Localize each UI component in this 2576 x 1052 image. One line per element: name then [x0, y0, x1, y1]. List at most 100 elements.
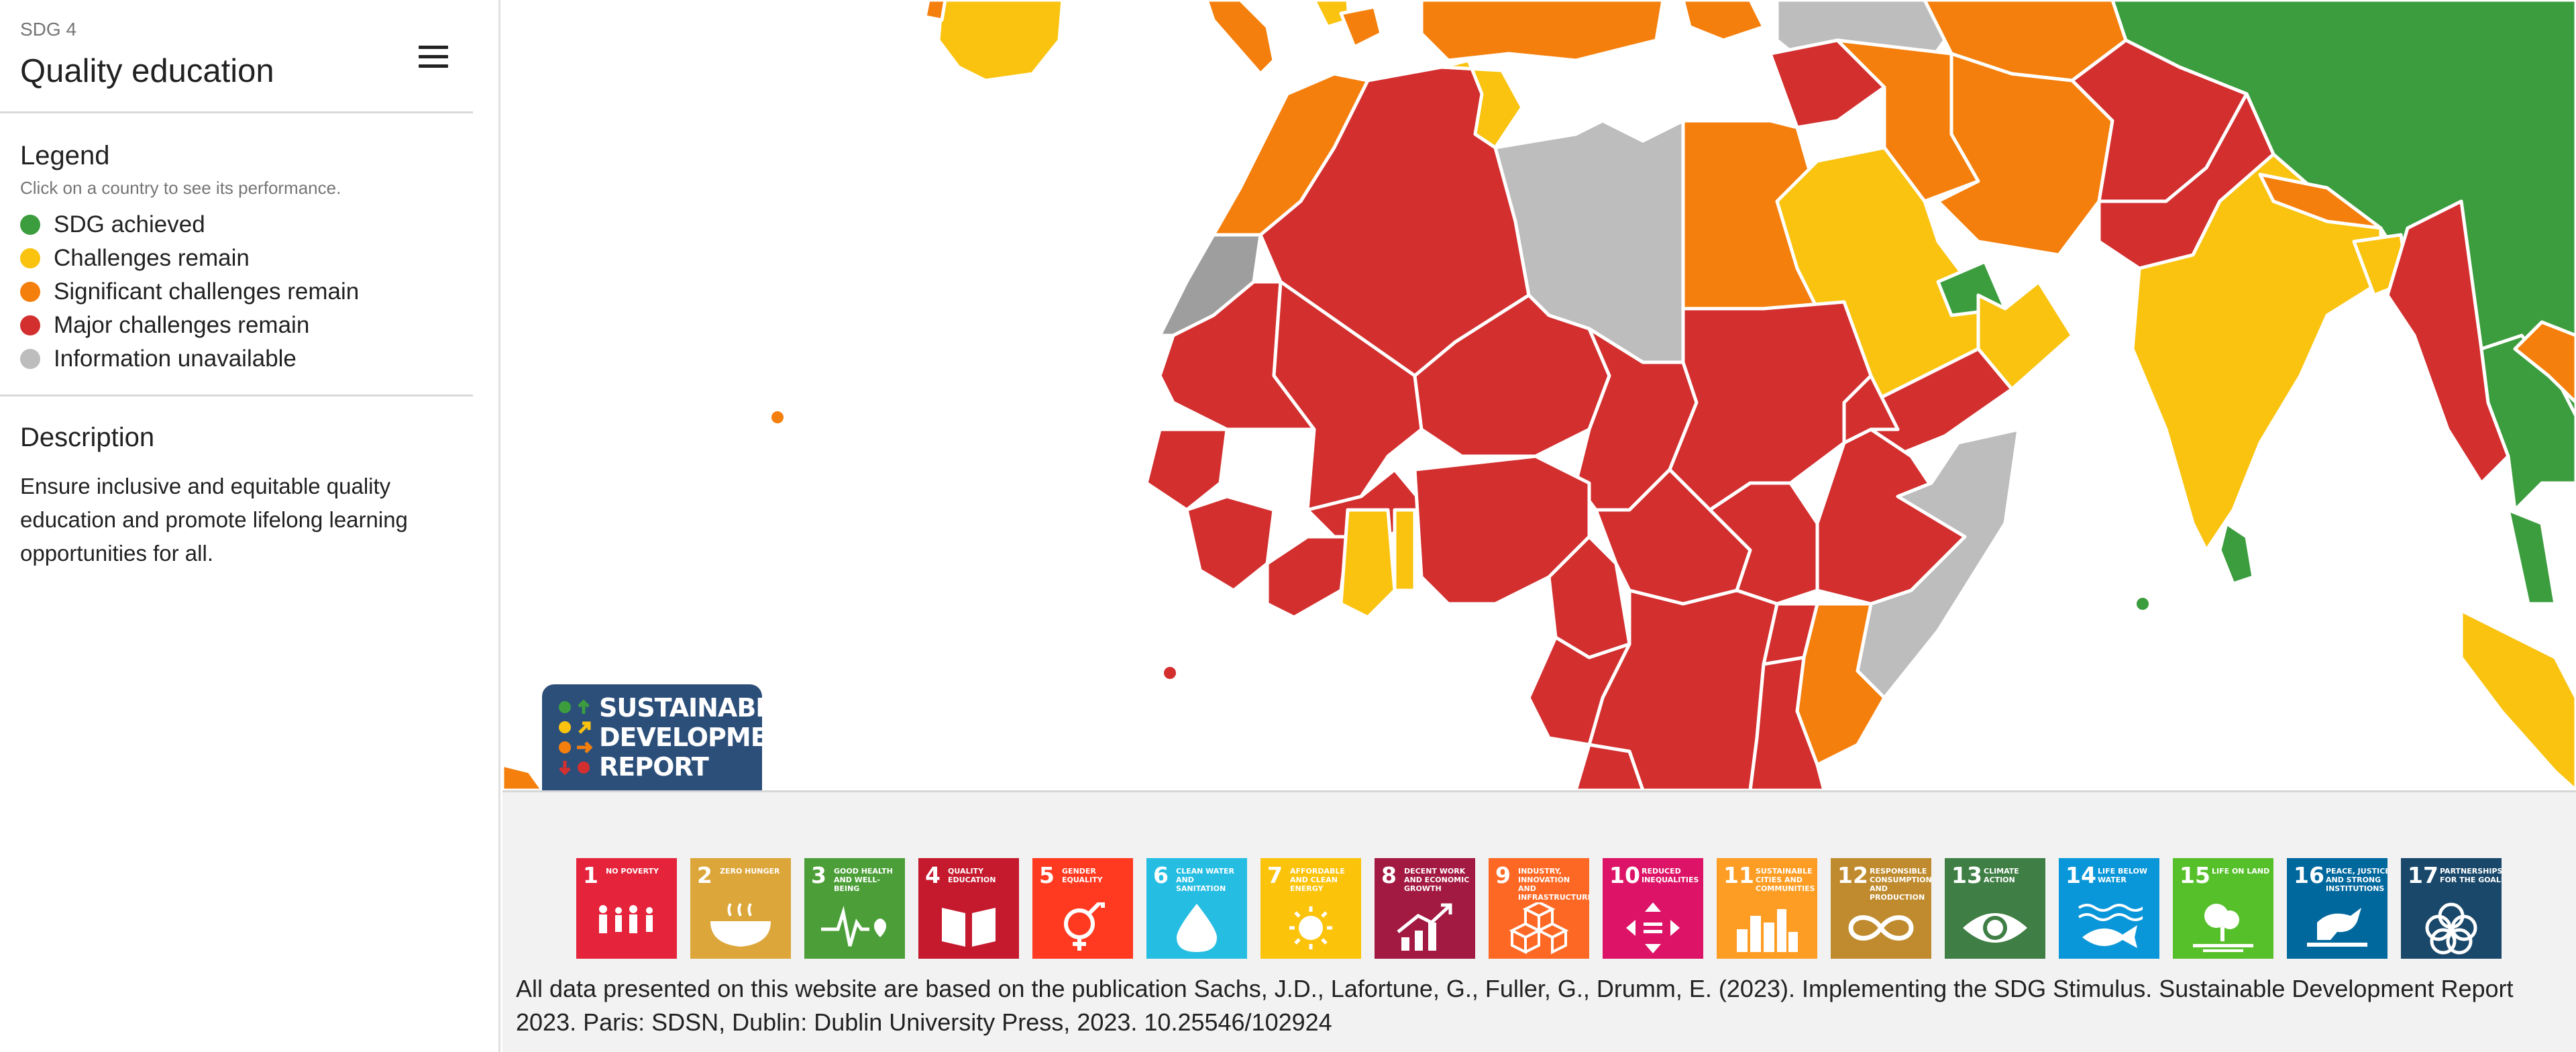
sdg-goal-tile-11[interactable]: 11 SUSTAINABLE CITIES AND COMMUNITIES [1717, 858, 1817, 959]
country-greece[interactable] [1339, 5, 1383, 49]
sdg-goal-tile-9[interactable]: 9 INDUSTRY, INNOVATION AND INFRASTRUCTURE [1489, 858, 1589, 959]
goal-16-icon [2307, 908, 2367, 947]
legend-item-achieved: SDG achieved [20, 208, 205, 242]
legend-item-significant: Significant challenges remain [20, 275, 359, 309]
legend-label: SDG achieved [54, 211, 205, 238]
goal-1-icon [599, 905, 653, 933]
goal-6-icon [1177, 904, 1217, 952]
sdg-goal-tile-16[interactable]: 16 PEACE, JUSTICE AND STRONG INSTITUTIONS [2287, 858, 2387, 959]
country-tanzania[interactable] [1748, 655, 1826, 790]
legend-subtitle: Click on a country to see its performanc… [20, 178, 341, 198]
sdg-number: SDG 4 [20, 19, 77, 40]
sdg-goal-tile-12[interactable]: 12 RESPONSIBLE CONSUMPTION AND PRODUCTION [1831, 858, 1931, 959]
world-map[interactable] [502, 0, 2576, 790]
goal-2-icon [710, 902, 771, 947]
goal-title: CLIMATE ACTION [1984, 867, 2019, 884]
goal-number: 9 [1495, 862, 1511, 888]
country-sri-lanka[interactable] [2218, 521, 2255, 586]
sdg-goal-tile-10[interactable]: 10 REDUCED INEQUALITIES [1603, 858, 1703, 959]
goal-title: GOOD HEALTH AND WELL-BEING [834, 867, 893, 893]
country-senegal[interactable] [1144, 427, 1229, 512]
goal-11-icon [1737, 909, 1798, 952]
island-cabo-verde[interactable] [771, 411, 784, 423]
divider [0, 394, 473, 397]
goal-title: PEACE, JUSTICE AND STRONG INSTITUTIONS [2326, 867, 2387, 893]
sdg-goal-tile-4[interactable]: 4 QUALITY EDUCATION [918, 858, 1019, 959]
goal-title: PARTNERSHIPS FOR THE GOALS [2440, 867, 2502, 884]
country-cote-divoire[interactable] [1265, 535, 1350, 619]
country-togo-benin[interactable] [1393, 508, 1417, 592]
description-title: Description [20, 423, 155, 452]
country-malaysia[interactable] [2506, 508, 2557, 606]
map-svg[interactable] [502, 0, 2576, 790]
sdg-goal-tile-5[interactable]: 5 GENDER EQUALITY [1032, 858, 1133, 959]
country-angola[interactable] [1574, 743, 1645, 790]
goal-5-icon [1064, 902, 1105, 951]
sdg-goal-tile-8[interactable]: 8 DECENT WORK AND ECONOMIC GROWTH [1375, 858, 1475, 959]
island-sao-tome[interactable] [1164, 667, 1176, 679]
country-iran[interactable] [1936, 52, 2114, 257]
goal-number: 8 [1381, 862, 1397, 888]
goal-number: 1 [583, 862, 598, 888]
goal-14-icon [2078, 904, 2143, 948]
country-caucasus[interactable] [1681, 0, 1766, 42]
goal-title: DECENT WORK AND ECONOMIC GROWTH [1404, 867, 1470, 893]
goal-number: 17 [2408, 862, 2438, 888]
goal-title: LIFE ON LAND [2212, 867, 2270, 876]
goal-number: 13 [1951, 862, 1982, 888]
description-text: Ensure inclusive and equitable quality e… [20, 474, 408, 566]
sdg-goal-tile-6[interactable]: 6 CLEAN WATER AND SANITATION [1146, 858, 1247, 959]
country-ghana[interactable] [1339, 508, 1397, 619]
menu-icon[interactable] [413, 43, 453, 72]
goal-number: 14 [2065, 862, 2096, 888]
country-brazil-edge[interactable] [502, 763, 545, 790]
country-guinea[interactable] [1185, 494, 1276, 592]
country-israel-syria[interactable] [1768, 38, 1886, 129]
sdg-goal-tile-3[interactable]: 3 GOOD HEALTH AND WELL-BEING [804, 858, 905, 959]
country-spain[interactable] [936, 0, 1065, 83]
goal-17-icon [2425, 902, 2477, 955]
sdg-goal-tile-17[interactable]: 17 PARTNERSHIPS FOR THE GOALS [2401, 858, 2502, 959]
country-italy[interactable] [1205, 0, 1276, 76]
country-laos-vietnam[interactable] [2513, 320, 2576, 405]
island-maldives[interactable] [2137, 598, 2149, 610]
goal-13-icon [1963, 913, 2027, 943]
country-somalia[interactable] [1856, 427, 2021, 700]
sdg-goal-tile-7[interactable]: 7 AFFORDABLE AND CLEAN ENERGY [1260, 858, 1361, 959]
sdr-logo-line2: DEVELOPMENT [599, 723, 805, 752]
goal-number: 4 [925, 862, 941, 888]
goal-12-icon [1848, 915, 1914, 941]
sidebar: SDG 4 Quality education Legend Click on … [0, 0, 500, 1052]
country-myanmar[interactable] [2385, 199, 2510, 485]
sdr-logo-line3: REPORT [599, 752, 709, 782]
goals-panel: 1 NO POVERTY 2 ZERO HUNGER 3 GOOD HEALTH AND … [502, 790, 2576, 1052]
country-nepal[interactable] [2258, 172, 2383, 230]
sdg-goal-tile-13[interactable]: 13 CLIMATE ACTION [1945, 858, 2045, 959]
goal-title: SUSTAINABLE CITIES AND COMMUNITIES [1756, 867, 1815, 893]
country-tunisia[interactable] [1440, 58, 1524, 150]
divider [0, 111, 473, 113]
goal-title: RESPONSIBLE CONSUMPTION AND PRODUCTION [1870, 867, 1931, 902]
country-turkey[interactable] [1419, 0, 1665, 62]
sdr-logo-icon [559, 699, 593, 776]
country-eritrea[interactable] [1842, 374, 1900, 445]
sdg-goal-tile-1[interactable]: 1 NO POVERTY [576, 858, 677, 959]
legend-dot-icon [20, 315, 40, 335]
goal-4-icon [942, 908, 996, 947]
country-indonesia[interactable] [2459, 609, 2576, 790]
sdr-logo-line1: SUSTAINABLE [599, 693, 788, 723]
legend-item-major: Major challenges remain [20, 309, 309, 342]
sdg-goal-tile-14[interactable]: 14 LIFE BELOW WATER [2059, 858, 2159, 959]
goal-title: LIFE BELOW WATER [2098, 867, 2147, 884]
country-france[interactable] [923, 0, 947, 22]
goal-number: 7 [1267, 862, 1283, 888]
goal-number: 16 [2294, 862, 2324, 888]
sdg-goal-tile-2[interactable]: 2 ZERO HUNGER [690, 858, 791, 959]
sdg-goal-tile-15[interactable]: 15 LIFE ON LAND [2173, 858, 2273, 959]
country-india[interactable] [2131, 152, 2383, 552]
goal-number: 11 [1723, 862, 1754, 888]
goal-15-icon [2193, 904, 2253, 952]
goal-number: 2 [697, 862, 712, 888]
country-congo-gabon[interactable] [1527, 635, 1631, 747]
goal-title: NO POVERTY [606, 867, 659, 876]
